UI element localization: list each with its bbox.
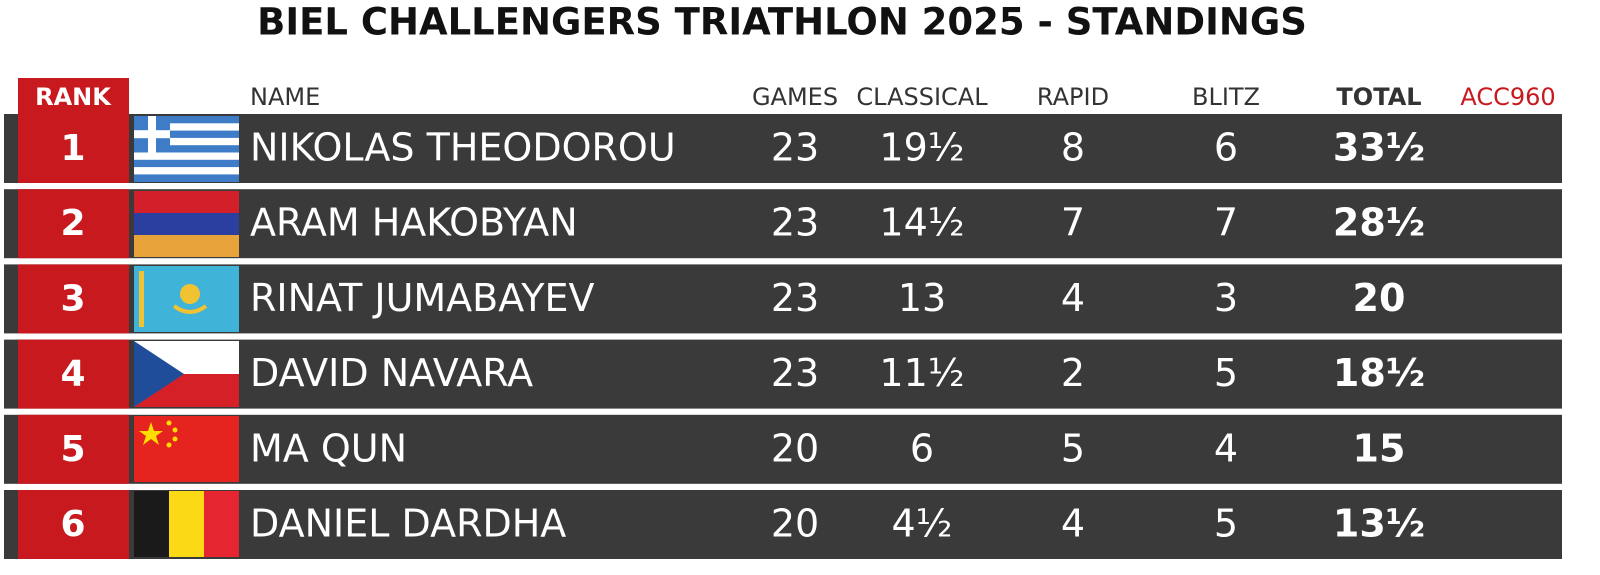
- rank: 4: [60, 354, 85, 395]
- player-name: DAVID NAVARA: [250, 351, 533, 395]
- player-name: NIKOLAS THEODOROU: [250, 126, 676, 170]
- player-name: DANIEL DARDHA: [250, 502, 566, 546]
- column-header: TOTAL: [1336, 83, 1421, 111]
- score: 7: [1061, 201, 1085, 245]
- flag: [134, 491, 239, 557]
- column-header: NAME: [250, 83, 320, 111]
- score: 4: [1061, 276, 1085, 320]
- score: 13½: [1333, 502, 1425, 546]
- score: 20: [771, 502, 819, 546]
- rank-cell: [18, 264, 129, 334]
- rank-cell: [18, 339, 129, 409]
- score: 33½: [1333, 126, 1425, 170]
- flag: [134, 341, 239, 407]
- score: 13: [898, 276, 946, 320]
- score: 28½: [1333, 201, 1425, 245]
- column-header: CLASSICAL: [856, 83, 988, 111]
- row-bg: [4, 189, 1562, 259]
- flag: [134, 116, 239, 182]
- score: 15: [1353, 426, 1406, 470]
- row-bg: [4, 414, 1562, 484]
- score: 3: [1214, 276, 1238, 320]
- row-bg: [4, 114, 1562, 183]
- flags: [134, 116, 239, 557]
- flag: [134, 191, 239, 257]
- column-header: RAPID: [1037, 83, 1109, 111]
- score: 19½: [879, 126, 964, 170]
- score: 4: [1061, 502, 1085, 546]
- rank-cell: [18, 490, 129, 559]
- rank-cell: [18, 414, 129, 484]
- row-bg: [4, 490, 1562, 559]
- score: 4: [1214, 426, 1238, 470]
- score: 20: [771, 426, 819, 470]
- score: 20: [1353, 276, 1406, 320]
- row-bg: [4, 264, 1562, 334]
- score: 23: [771, 351, 819, 395]
- score: 7: [1214, 201, 1238, 245]
- rank-header-bg: [18, 78, 129, 114]
- score: 4½: [891, 502, 952, 546]
- player-name: MA QUN: [250, 426, 407, 470]
- score: 11½: [879, 351, 964, 395]
- score: 6: [910, 426, 934, 470]
- player-name: RINAT JUMABAYEV: [250, 276, 595, 320]
- rank: 2: [60, 203, 85, 244]
- score: 2: [1061, 351, 1085, 395]
- score: 8: [1061, 126, 1085, 170]
- score: 5: [1214, 502, 1238, 546]
- score: 5: [1061, 426, 1085, 470]
- flag: [134, 416, 239, 482]
- score: 23: [771, 201, 819, 245]
- rank: 1: [60, 128, 85, 169]
- score: 5: [1214, 351, 1238, 395]
- score: 23: [771, 276, 819, 320]
- player-name: ARAM HAKOBYAN: [250, 201, 578, 245]
- column-header: GAMES: [752, 83, 838, 111]
- rank: 5: [60, 429, 85, 470]
- rank-cell: [18, 114, 129, 183]
- column-header: BLITZ: [1192, 83, 1260, 111]
- column-header: ACC960: [1460, 83, 1555, 111]
- score: 18½: [1333, 351, 1425, 395]
- column-header: RANK: [35, 83, 112, 111]
- rank-cell: [18, 189, 129, 259]
- flag: [134, 266, 239, 332]
- rank: 3: [60, 278, 85, 319]
- row-bg: [4, 339, 1562, 409]
- rank: 6: [60, 504, 85, 545]
- title: BIEL CHALLENGERS TRIATHLON 2025 - STANDI…: [257, 1, 1307, 44]
- score: 6: [1214, 126, 1238, 170]
- score: 14½: [879, 201, 964, 245]
- score: 23: [771, 126, 819, 170]
